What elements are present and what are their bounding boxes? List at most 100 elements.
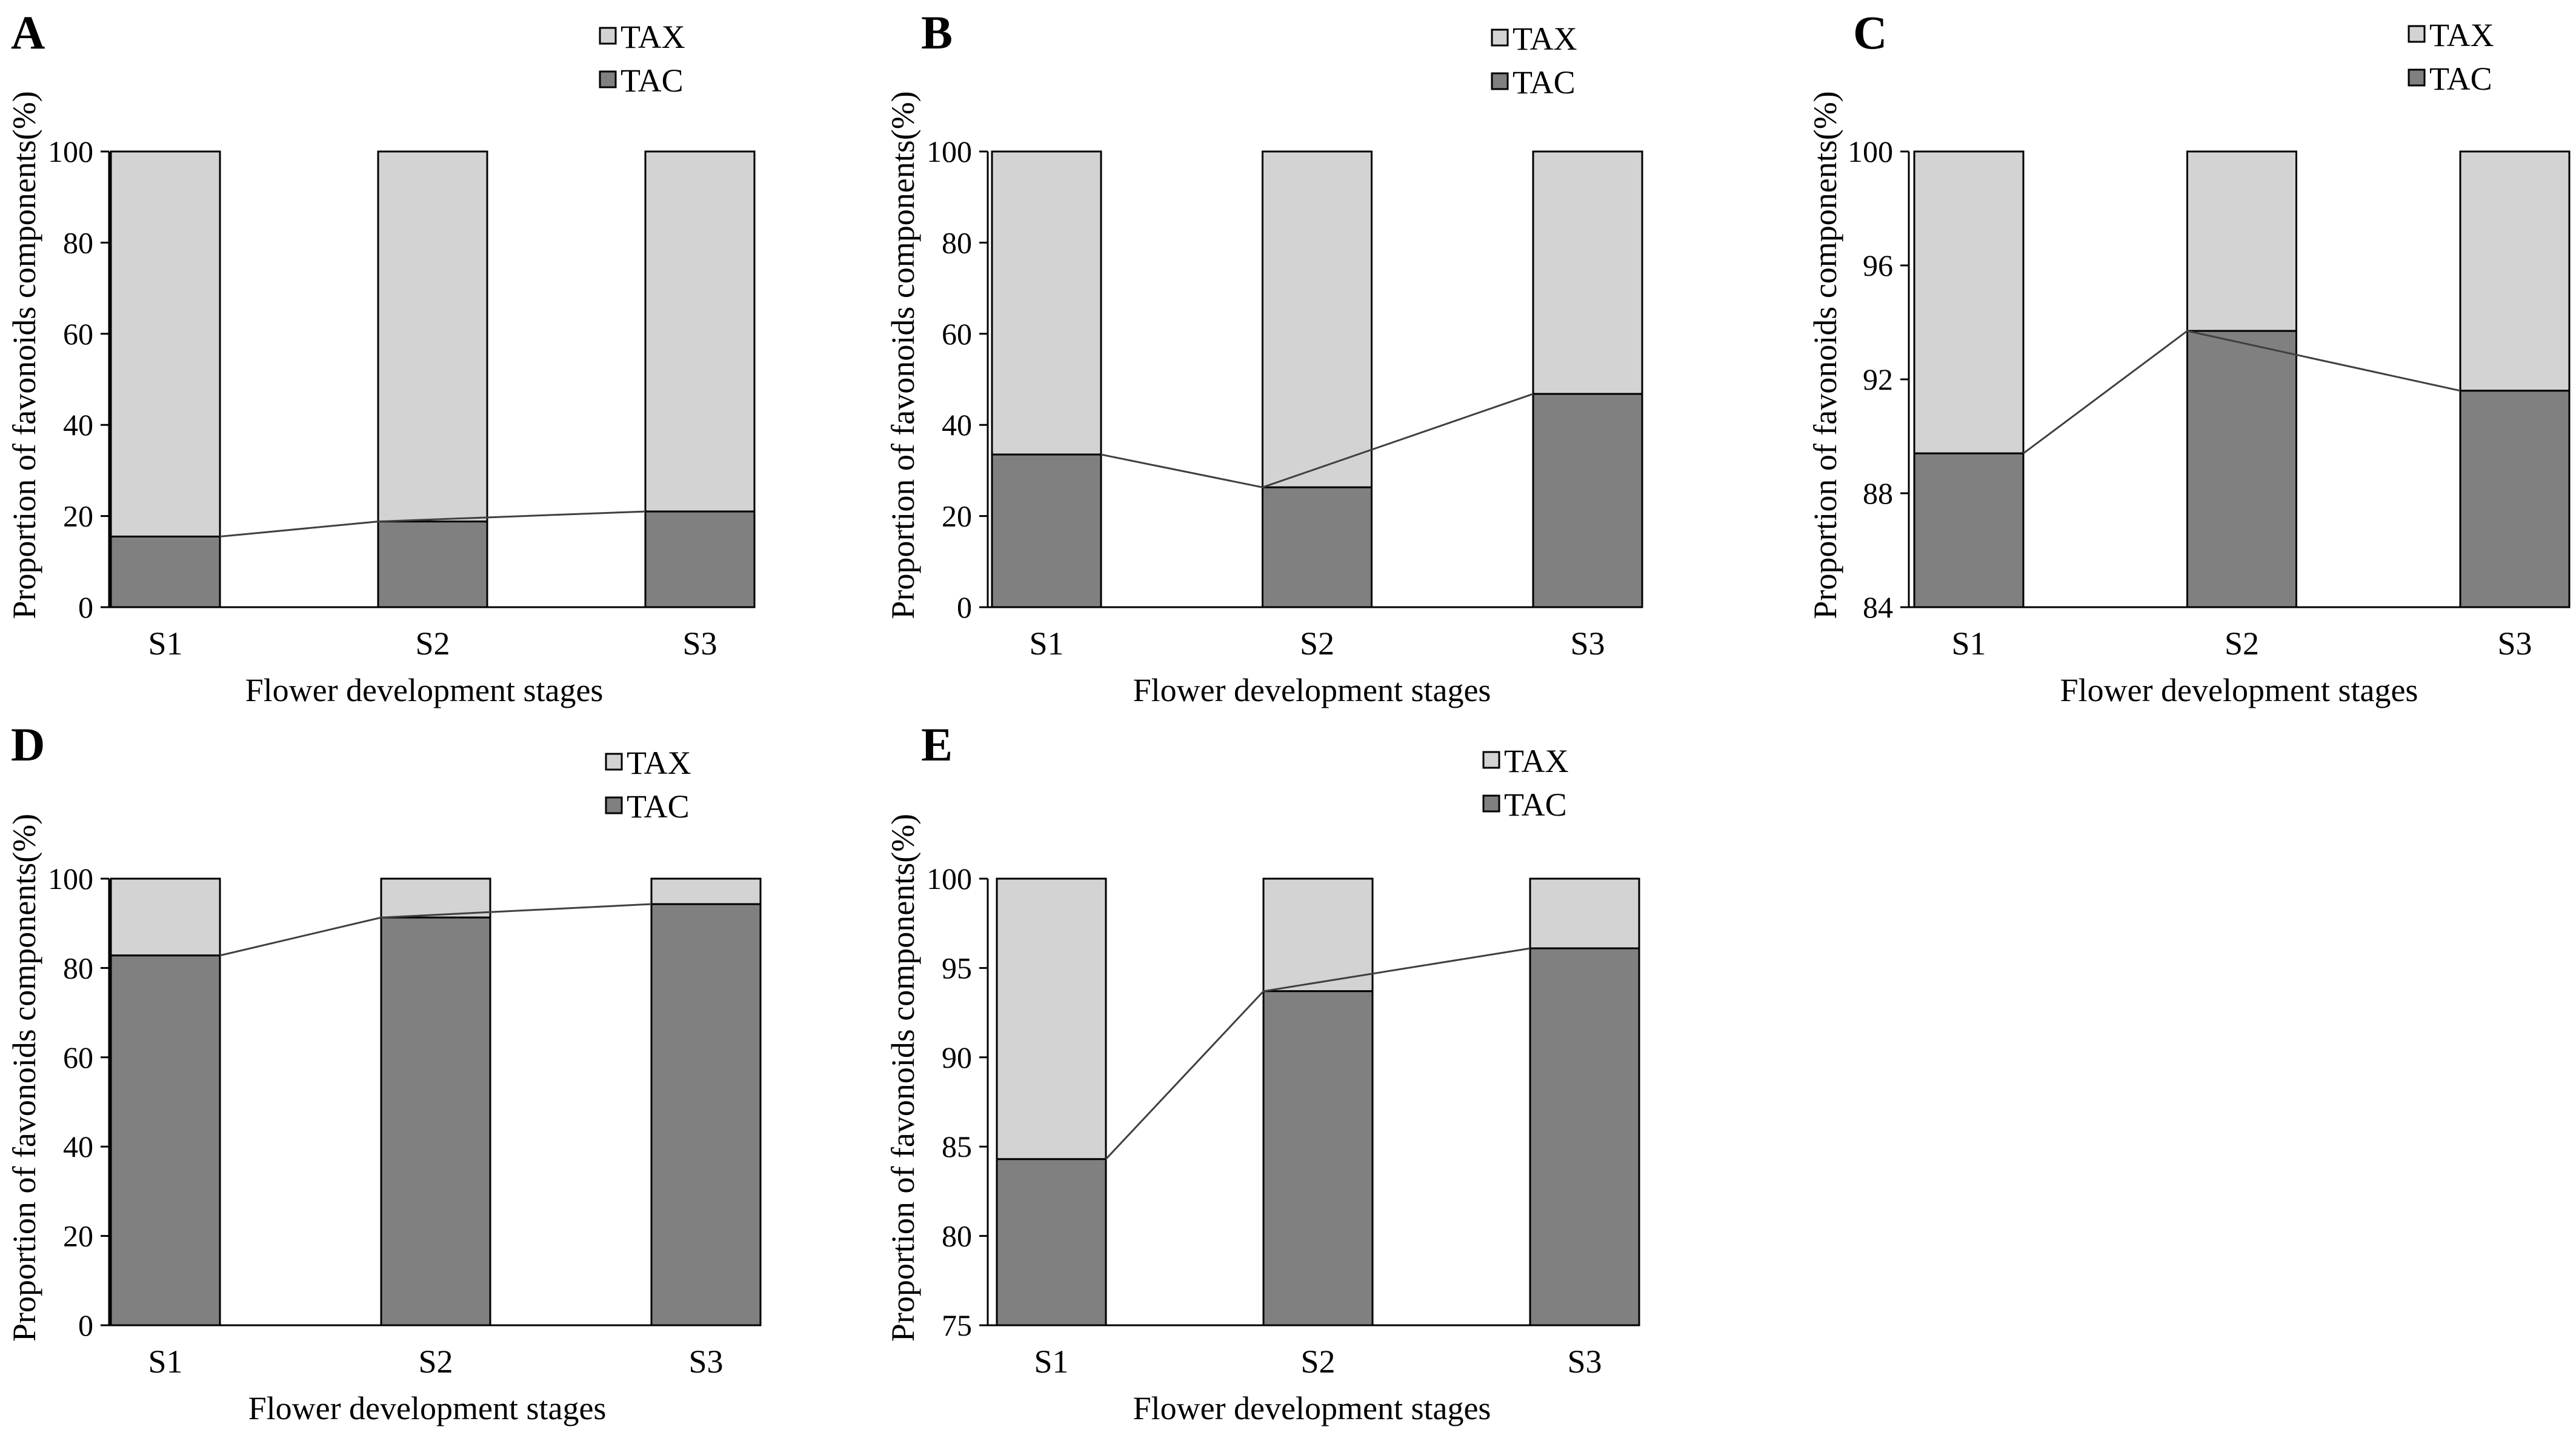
bar-tac-s3 <box>2459 390 2571 608</box>
legend: TAX TAC <box>2408 17 2494 97</box>
y-tick-label: 20 <box>942 499 972 533</box>
bar-tax-s3 <box>1532 150 1643 395</box>
x-category-label: S3 <box>682 625 717 662</box>
legend-swatch-tax <box>605 753 623 771</box>
chart-panel-e: E 75 80 85 90 95 100 S1 S2 S3 Flower development s… <box>885 718 1640 1426</box>
legend-label-tax: TAX <box>621 19 685 55</box>
y-tick-label: 0 <box>957 590 972 624</box>
bar-tac-s1 <box>991 453 1102 608</box>
panel-letter-a: A <box>11 6 45 59</box>
legend-label-tax: TAX <box>1513 21 1577 57</box>
bar-tax-s1 <box>110 150 221 537</box>
y-tick-label: 80 <box>63 951 93 985</box>
y-tick-label: 40 <box>942 408 972 442</box>
legend-swatch-tax <box>599 27 617 45</box>
bar-tax-s2 <box>377 150 488 523</box>
y-tick-label: 60 <box>63 317 93 351</box>
bar-tac-s2 <box>1262 990 1374 1326</box>
y-axis-title: Proportion of favonoids components(%) <box>885 814 921 1342</box>
x-category-label: S2 <box>1300 625 1334 662</box>
x-axis-title: Flower development stages <box>1133 672 1491 708</box>
x-category-label: S3 <box>1567 1343 1602 1380</box>
y-tick-label: 60 <box>63 1040 93 1074</box>
y-tick-label: 75 <box>942 1308 972 1342</box>
chart-panel-d: D 0 20 40 60 80 100 S1 S2 S3 Flower development st… <box>6 718 762 1426</box>
bar-tax-s3 <box>650 877 762 905</box>
legend-label-tax: TAX <box>1504 743 1569 779</box>
bar-tac-s2 <box>2186 330 2297 608</box>
y-tick-label: 96 <box>1863 248 1893 282</box>
bar-tax-s1 <box>1913 150 2025 454</box>
legend-label-tac: TAC <box>1513 64 1576 101</box>
legend-label-tac: TAC <box>627 788 690 825</box>
bar-tax-s2 <box>1262 150 1373 488</box>
legend-label-tac: TAC <box>1504 787 1567 823</box>
y-axis-title: Proportion of favonoids components(%) <box>6 814 42 1342</box>
bar-tax-s3 <box>2459 150 2571 392</box>
legend: TAX TAC <box>605 745 691 825</box>
chart-panel-c: C 84 88 92 96 100 S1 S2 S3 Flower development sta… <box>1807 6 2571 708</box>
legend-label-tax: TAX <box>2429 17 2494 53</box>
legend: TAX TAC <box>1491 21 1577 101</box>
y-tick-label: 100 <box>1848 135 1893 168</box>
x-category-label: S2 <box>2225 625 2259 662</box>
x-category-label: S3 <box>688 1343 723 1380</box>
x-axis-title: Flower development stages <box>1133 1390 1491 1426</box>
y-axis-title: Proportion of favonoids components(%) <box>885 91 921 619</box>
y-tick-label: 84 <box>1863 590 1893 624</box>
y-tick-label: 100 <box>927 135 972 168</box>
bar-tac-s1 <box>1913 452 2025 608</box>
y-tick-label: 60 <box>942 317 972 351</box>
panel-letter-e: E <box>921 718 953 771</box>
bar-tac-s1 <box>110 954 221 1326</box>
x-category-label: S2 <box>415 625 450 662</box>
legend-label-tac: TAC <box>2429 61 2492 97</box>
x-category-label: S1 <box>1029 625 1063 662</box>
bar-tac-s2 <box>1262 486 1373 608</box>
y-tick-label: 85 <box>942 1130 972 1163</box>
legend-swatch-tax <box>2408 25 2426 43</box>
legend-label-tax: TAX <box>627 745 691 781</box>
y-tick-label: 80 <box>63 225 93 259</box>
y-tick-label: 80 <box>942 1219 972 1253</box>
legend-label-tac: TAC <box>621 62 684 99</box>
bar-tax-s2 <box>1262 877 1374 993</box>
x-category-label: S2 <box>1300 1343 1335 1380</box>
y-tick-label: 0 <box>78 590 93 624</box>
tac-trend-line <box>1100 393 1534 488</box>
legend-swatch-tac <box>2408 68 2426 87</box>
legend: TAX TAC <box>599 19 685 99</box>
tac-trend-line <box>2023 330 2461 454</box>
x-axis-title: Flower development stages <box>245 672 604 708</box>
x-axis-title: Flower development stages <box>248 1390 607 1426</box>
chart-panel-b: B 0 20 40 60 80 100 S1 S2 S3 Flower development st… <box>885 6 1643 708</box>
bar-tax-s3 <box>644 150 756 513</box>
x-category-label: S3 <box>1570 625 1605 662</box>
y-tick-label: 100 <box>48 862 93 896</box>
bar-tac-s3 <box>650 903 762 1326</box>
bar-tac-s1 <box>996 1158 1107 1326</box>
bar-tac-s3 <box>644 510 756 608</box>
bar-tax-s2 <box>2186 150 2297 332</box>
y-tick-label: 0 <box>78 1308 93 1342</box>
legend-swatch-tac <box>599 70 617 88</box>
panel-letter-b: B <box>921 6 953 59</box>
legend-swatch-tax <box>1482 751 1500 769</box>
bar-tac-s3 <box>1532 393 1643 608</box>
y-tick-label: 20 <box>63 499 93 533</box>
bar-tax-s1 <box>110 877 221 957</box>
y-tick-label: 20 <box>63 1219 93 1253</box>
y-tick-label: 95 <box>942 951 972 985</box>
legend-swatch-tax <box>1491 28 1509 47</box>
tac-trend-line <box>1105 947 1531 1160</box>
y-tick-label: 100 <box>48 135 93 168</box>
legend: TAX TAC <box>1482 743 1569 823</box>
y-tick-label: 90 <box>942 1040 972 1074</box>
x-category-label: S3 <box>2497 625 2532 662</box>
y-axis-title: Proportion of favonoids components(%) <box>6 91 42 619</box>
bar-tax-s1 <box>996 877 1107 1160</box>
x-axis-title: Flower development stages <box>2060 672 2418 708</box>
y-tick-label: 80 <box>942 225 972 259</box>
x-category-label: S1 <box>1951 625 1986 662</box>
